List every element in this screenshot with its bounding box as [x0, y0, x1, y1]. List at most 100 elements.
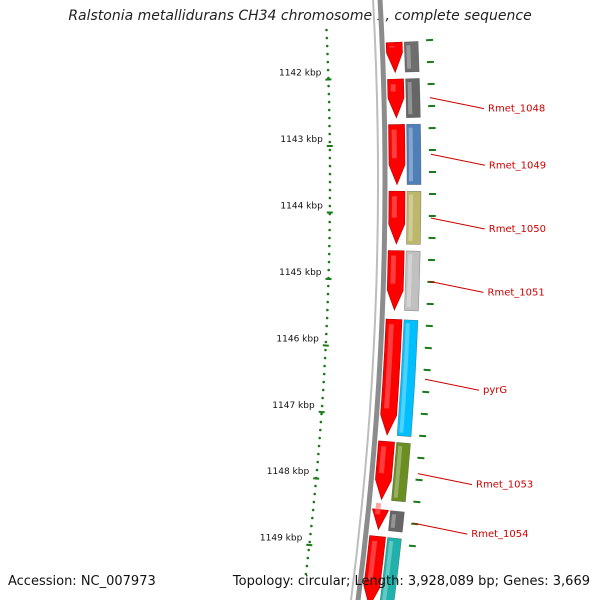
- gc-dot: [328, 132, 332, 136]
- gc-dot: [323, 364, 326, 368]
- backbone-outer: [355, 0, 388, 600]
- gene-tracks: [363, 41, 422, 600]
- leader-line: [417, 473, 473, 486]
- cds-arrow: [387, 78, 405, 119]
- scale-tick-1143: 1143 kbp: [280, 135, 333, 147]
- gene-label-text: Rmet_1050: [489, 224, 546, 235]
- gene-Rmet_1049: [388, 123, 422, 186]
- leader-line: [429, 280, 484, 293]
- gc-dot: [326, 292, 330, 296]
- gc-dot: [325, 316, 329, 320]
- gc-dot: [327, 84, 330, 88]
- gc-dot: [328, 220, 332, 224]
- gc-dot: [325, 44, 329, 48]
- gc-dot: [323, 356, 327, 360]
- scale-tick-1145: 1145 kbp: [279, 268, 332, 281]
- gc-dot: [322, 372, 326, 376]
- cog-box: [391, 442, 411, 503]
- cog-highlight: [390, 514, 397, 528]
- gc-dot: [317, 452, 320, 456]
- gene-Rmet_1054: [372, 502, 405, 533]
- cds-highlight: [384, 324, 394, 409]
- tick-mark: [313, 477, 320, 480]
- cog-highlight: [406, 45, 412, 69]
- gc-dot: [321, 396, 324, 400]
- cog-box: [404, 250, 421, 312]
- gene-label-text: Rmet_1054: [471, 529, 528, 540]
- gc-dot: [326, 60, 330, 64]
- cog-box: [403, 41, 420, 73]
- scale-tick-1147: 1147 kbp: [272, 401, 325, 414]
- gc-dot: [311, 508, 315, 512]
- cog-box: [396, 319, 419, 437]
- scale-tick-1142: 1142 kbp: [279, 69, 332, 81]
- gene-label-text: Rmet_1053: [476, 480, 533, 491]
- gc-dot: [321, 388, 325, 392]
- cds-arrow: [375, 440, 395, 501]
- gene-Rmet_1048: [387, 78, 421, 119]
- gc-dot: [305, 564, 309, 568]
- gene-labels: Rmet_1048 Rmet_1049 Rmet_1050 Rmet_1051 pyrG…: [413, 97, 546, 540]
- gene-label-text: Rmet_1051: [488, 287, 545, 298]
- gc-dot: [328, 180, 332, 184]
- cds-highlight: [389, 46, 395, 48]
- gc-dot: [320, 412, 323, 416]
- gc-dot: [325, 324, 329, 328]
- gc-dot: [315, 468, 319, 472]
- gc-dot: [309, 532, 312, 536]
- gc-dot: [325, 332, 328, 336]
- scale-tick-1148: 1148 kbp: [267, 467, 320, 480]
- gene-Rmet_1053: [375, 440, 411, 503]
- tick-label: 1145 kbp: [279, 268, 322, 278]
- cog-highlight: [408, 127, 414, 182]
- outer-dash: [417, 456, 425, 460]
- gc-dot: [326, 68, 330, 72]
- gc-dot: [325, 28, 328, 32]
- gene-label-text: pyrG: [483, 385, 507, 396]
- cog-box: [406, 123, 422, 185]
- gc-dot: [328, 164, 332, 168]
- gc-dot: [326, 52, 329, 56]
- gc-dot: [319, 428, 322, 432]
- gene-Rmet_1051: [386, 250, 421, 312]
- cog-highlight: [407, 82, 413, 115]
- gene-label-Rmet_1050: Rmet_1050: [430, 217, 546, 235]
- map-title: Ralstonia metallidurans CH34 chromosome …: [68, 8, 532, 24]
- gc-dot: [327, 260, 331, 264]
- gene-label-Rmet_1048: Rmet_1048: [429, 97, 545, 115]
- gc-dot: [310, 524, 313, 528]
- gc-dot: [308, 540, 312, 544]
- scale-tick-1146: 1146 kbp: [276, 334, 329, 347]
- gene-label-Rmet_1051: Rmet_1051: [429, 280, 545, 298]
- cog-box: [405, 78, 421, 118]
- cds-arrow: [363, 535, 386, 600]
- gc-dot: [316, 460, 320, 464]
- cds-highlight: [367, 540, 378, 581]
- cds-arrow: [372, 508, 389, 531]
- gc-dot: [319, 420, 323, 424]
- gc-dot: [313, 492, 317, 496]
- gc-dot: [307, 548, 311, 552]
- gc-dot: [328, 156, 332, 160]
- outer-dash: [422, 390, 430, 394]
- cog-highlight: [382, 540, 394, 600]
- leader-line: [429, 97, 485, 110]
- gc-dot: [327, 284, 330, 288]
- gene-Rmet_1050: [388, 190, 422, 245]
- tick-mark: [306, 543, 313, 547]
- cog-highlight: [393, 445, 403, 498]
- cds-highlight: [390, 255, 397, 284]
- gene-unlabeled-8: [363, 535, 402, 600]
- leader-line: [424, 378, 480, 391]
- tick-label: 1146 kbp: [276, 334, 319, 344]
- gc-dot: [328, 244, 331, 248]
- gc-dot: [327, 92, 331, 96]
- gc-dot: [328, 116, 331, 120]
- cds-arrow: [385, 41, 403, 74]
- gc-dot: [312, 500, 316, 504]
- backbone-inner: [349, 0, 379, 600]
- cog-box: [380, 537, 402, 600]
- scale-tick-1149: 1149 kbp: [260, 534, 313, 547]
- accession-text: Accession: NC_007973: [8, 574, 156, 589]
- gc-dot: [328, 140, 332, 144]
